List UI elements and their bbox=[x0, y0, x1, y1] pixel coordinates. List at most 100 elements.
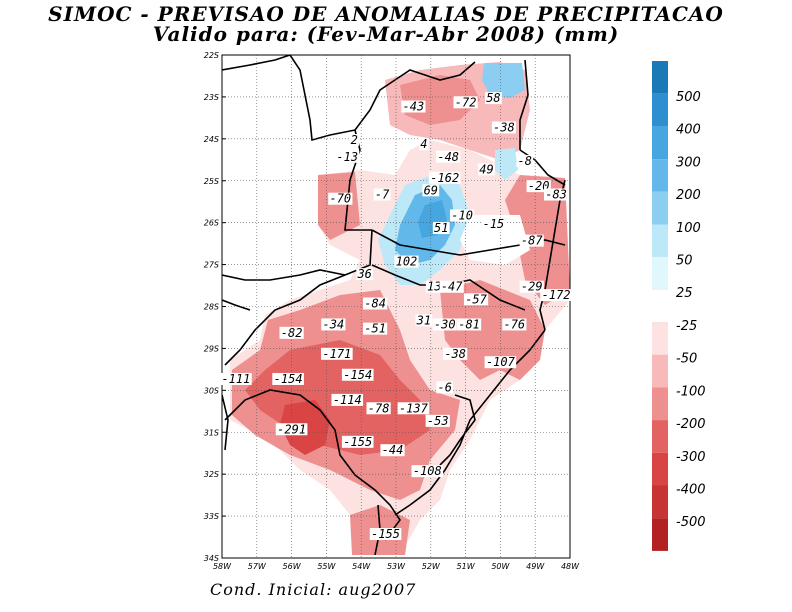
lat-tick-label: 25S bbox=[204, 177, 219, 186]
anomaly-label: -8 bbox=[518, 154, 532, 168]
anomaly-label-bg bbox=[456, 318, 482, 331]
colorbar-label: -25 bbox=[676, 319, 697, 334]
lat-tick-label: 27S bbox=[204, 261, 219, 270]
anomaly-label: -30 bbox=[434, 317, 456, 331]
anomaly-label: -154 bbox=[274, 372, 303, 386]
anomaly-label-bg bbox=[432, 222, 450, 235]
anomaly-label: -291 bbox=[277, 422, 306, 436]
lat-tick-label: 26S bbox=[204, 219, 219, 228]
anomaly-label-bg bbox=[272, 372, 304, 385]
anomaly-label-bg bbox=[349, 134, 359, 147]
lat-tick-label: 24S bbox=[204, 135, 219, 144]
anomaly-label-bg bbox=[425, 280, 443, 293]
anomaly-label: -29 bbox=[521, 280, 543, 294]
anomaly-label: -84 bbox=[364, 297, 386, 311]
anomaly-label: -162 bbox=[430, 171, 459, 185]
shade-positive-northeast bbox=[482, 63, 525, 98]
anomaly-label-bg bbox=[331, 393, 364, 406]
lat-tick-label: 33S bbox=[204, 512, 219, 521]
anomaly-label-bg bbox=[411, 465, 444, 478]
colorbar-swatch bbox=[652, 322, 668, 355]
colorbar-swatch bbox=[652, 191, 668, 225]
anomaly-label-bg bbox=[540, 289, 572, 302]
anomaly-label-bg bbox=[321, 318, 346, 331]
lon-tick-label: 50W bbox=[491, 562, 510, 571]
lat-tick-label: 31S bbox=[204, 428, 219, 437]
colorbar-label: 400 bbox=[676, 123, 701, 138]
anomaly-label-bg bbox=[519, 234, 544, 247]
anomaly-label: -154 bbox=[343, 368, 372, 382]
anomaly-label: -81 bbox=[458, 317, 480, 331]
anomaly-label-bg bbox=[415, 314, 433, 327]
anomaly-label: -72 bbox=[455, 95, 477, 109]
anomaly-label: -82 bbox=[281, 326, 303, 340]
anomaly-label: -83 bbox=[545, 188, 567, 202]
anomaly-label: -70 bbox=[329, 192, 351, 206]
colorbar-swatch bbox=[652, 452, 668, 486]
lon-tick-label: 49W bbox=[526, 562, 545, 571]
lat-tick-label: 22S bbox=[204, 51, 219, 60]
border-uruguay-brazil bbox=[224, 389, 401, 541]
anomaly-label-bg bbox=[341, 368, 374, 381]
anomaly-label: -43 bbox=[403, 99, 425, 113]
anomaly-label: -38 bbox=[493, 120, 515, 134]
anomaly-label: 69 bbox=[424, 183, 438, 197]
lat-tick-label: 28S bbox=[204, 303, 219, 312]
anomaly-label: -114 bbox=[333, 393, 362, 407]
anomaly-label-bg bbox=[450, 209, 475, 222]
anomaly-label: -44 bbox=[382, 443, 404, 457]
anomaly-label-bg bbox=[369, 528, 402, 541]
colorbar-swatch bbox=[652, 159, 668, 192]
anomaly-label-bg bbox=[463, 293, 489, 306]
anomaly-label: 58 bbox=[486, 91, 500, 105]
lon-tick-label: 56W bbox=[283, 562, 302, 571]
anomaly-label-bg bbox=[394, 255, 419, 268]
anomaly-label-bg bbox=[428, 171, 461, 184]
anomaly-label: -15 bbox=[483, 217, 505, 231]
anomaly-label: -172 bbox=[542, 288, 571, 302]
colorbar-label: 50 bbox=[676, 254, 693, 269]
anomaly-label-bg bbox=[491, 121, 516, 134]
colorbar-label: -200 bbox=[676, 417, 706, 432]
anomaly-label-bg bbox=[321, 347, 353, 360]
lat-tick-label: 23S bbox=[204, 93, 219, 102]
lon-tick-label: 53W bbox=[387, 562, 406, 571]
colorbar-swatch bbox=[652, 224, 668, 258]
anomaly-label: -155 bbox=[343, 435, 372, 449]
anomaly-labels: -43 -72 58-382 4-13 -48 -849-162-20-83-70 -7 69… bbox=[220, 91, 572, 541]
anomaly-label: -10 bbox=[451, 208, 473, 222]
coastline-north bbox=[519, 59, 529, 150]
anomaly-label: -57 bbox=[465, 292, 487, 306]
lat-tick-label: 32S bbox=[204, 470, 219, 479]
anomaly-label: 102 bbox=[396, 255, 418, 269]
anomaly-label-bg bbox=[335, 150, 360, 163]
anomaly-label: -76 bbox=[503, 317, 525, 331]
border-parana-sp bbox=[354, 61, 476, 131]
anomaly-label-bg bbox=[363, 297, 388, 310]
anomaly-label-bg bbox=[516, 154, 534, 167]
axis-ticks: 58W 57W 56W 55W 54W 53W 52W 51W 50W 49W 48W 22S 23S 2… bbox=[204, 51, 580, 571]
colorbar-swatch bbox=[652, 93, 668, 127]
anomaly-label-bg bbox=[401, 100, 426, 113]
anomaly-label: 51 bbox=[434, 221, 448, 235]
lat-tick-label: 29S bbox=[204, 344, 219, 353]
lagoa-dos-patos bbox=[439, 394, 476, 466]
anomaly-label: -78 bbox=[368, 401, 390, 415]
anomaly-label-bg bbox=[341, 435, 374, 448]
colorbar-label: 100 bbox=[676, 221, 701, 236]
colorbar-label: 25 bbox=[676, 286, 693, 301]
colorbar-label: -300 bbox=[676, 450, 706, 465]
anomaly-label-bg bbox=[484, 356, 517, 369]
anomaly-label-bg bbox=[328, 192, 353, 205]
colorbar-swatch bbox=[652, 61, 668, 94]
shade-positive-northeast-2 bbox=[495, 148, 518, 180]
anomaly-label: 49 bbox=[479, 162, 493, 176]
anomaly-label-bg bbox=[380, 444, 405, 457]
anomaly-label-bg bbox=[485, 92, 502, 105]
anomaly-label-bg bbox=[397, 402, 430, 415]
anomaly-label-bg bbox=[481, 217, 506, 230]
border-northwest bbox=[222, 55, 291, 71]
lon-tick-label: 48W bbox=[561, 562, 580, 571]
colorbar-label: 300 bbox=[676, 155, 701, 170]
lon-tick-label: 58W bbox=[213, 562, 232, 571]
